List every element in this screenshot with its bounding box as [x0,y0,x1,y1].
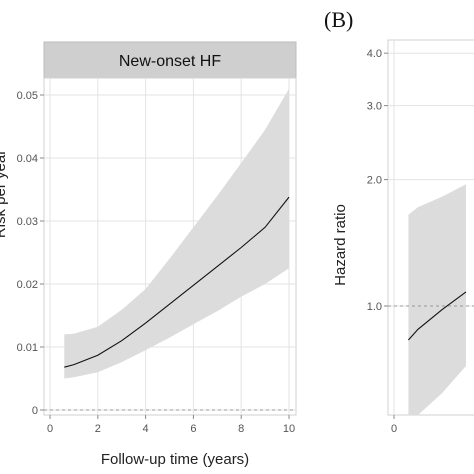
panel-b-y-axis-title: Hazard ratio [332,204,349,286]
panel-b-ci-band [408,184,466,415]
panel-a-y-tick-label: 0.03 [17,216,38,228]
panel-a-x-tick-label: 2 [95,423,101,435]
panel-a-strip-title: New-onset HF [119,53,221,70]
panel-a-x-tick-label: 6 [190,423,196,435]
panel-a-y-tick-label: 0.01 [17,342,38,354]
panel-b-y-tick-label: 3.0 [367,101,382,113]
panel-a-curve [64,196,290,368]
panel-b-y-tick-label: 4.0 [367,48,382,60]
panel-a-y-tick-label: 0 [32,405,38,417]
panel-a-x-tick-label: 4 [143,423,149,435]
panel-a-estimate-line [64,196,290,368]
panel-a-x-axis-title: Follow-up time (years) [101,451,249,468]
panel-b: (B) 0 1.0 2.0 3.0 4.0 Hazard ratio [324,7,474,435]
panel-a-x-tick-label: 10 [283,423,295,435]
panel-a-y-axis-title: Risk per year [0,150,9,238]
panel-b-x-tick-label: 0 [391,423,397,435]
panel-a-x-tick-label: 8 [238,423,244,435]
panel-b-estimate-line [407,291,467,341]
panel-a-y-tick-label: 0.04 [17,153,38,165]
panel-a-strip [43,41,297,79]
panel-a-x-ticks: 0 2 4 6 8 10 [47,415,295,435]
panel-a: New-onset HF 0 2 4 6 8 10 0 0.01 0.02 0.03 0.04 0.… [0,41,297,468]
panel-a-y-tick-label: 0.02 [17,279,38,291]
panel-b-y-tick-label: 2.0 [367,175,382,187]
panel-b-y-tick-label: 1.0 [367,301,382,313]
panel-a-x-tick-label: 0 [47,423,53,435]
panel-b-y-ticks: 1.0 2.0 3.0 4.0 [367,48,388,313]
panel-b-x-ticks: 0 [391,415,397,435]
panel-a-confidence-band [64,88,289,379]
panel-a-y-tick-label: 0.05 [17,90,38,102]
panel-a-y-ticks: 0 0.01 0.02 0.03 0.04 0.05 [17,90,44,417]
panel-b-curve [407,291,467,341]
panel-b-confidence-band [408,184,466,415]
panel-a-ci-band [64,88,289,379]
panel-b-label: (B) [324,7,353,32]
